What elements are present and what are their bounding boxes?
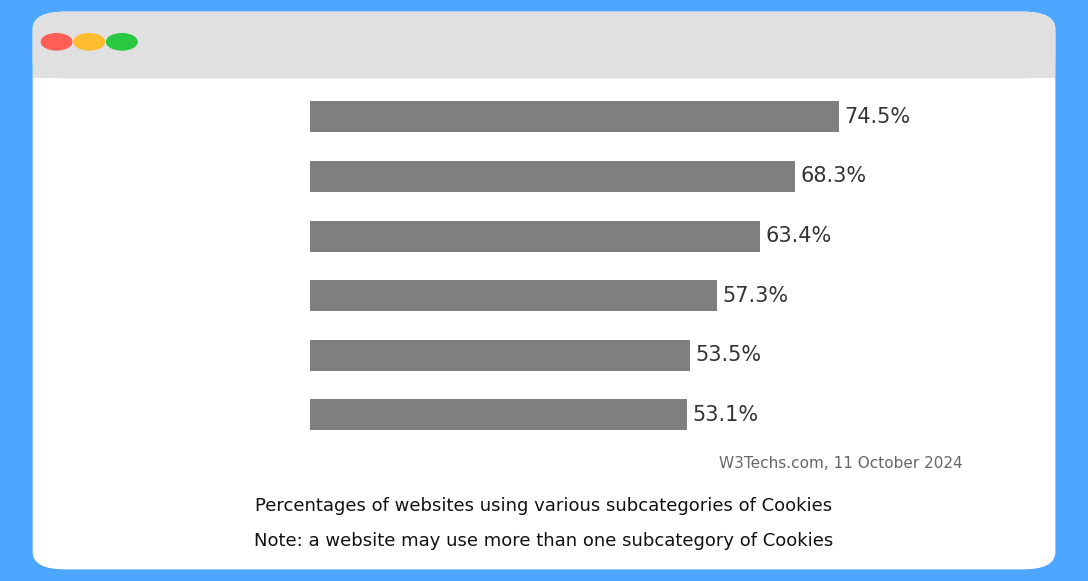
Bar [33,55,1055,78]
Bar [310,161,794,192]
FancyBboxPatch shape [33,12,1055,78]
Text: Note: a website may use more than one subcategory of Cookies: Note: a website may use more than one su… [255,532,833,550]
FancyBboxPatch shape [33,12,1055,569]
Text: 63.4%: 63.4% [766,226,832,246]
Bar [310,399,687,430]
Text: Percentages of websites using various subcategories of Cookies: Percentages of websites using various su… [256,497,832,515]
Text: 68.3%: 68.3% [801,167,866,187]
Text: 74.5%: 74.5% [844,107,911,127]
Bar [310,280,717,311]
Text: 53.5%: 53.5% [695,345,762,365]
Circle shape [107,34,137,50]
Bar [310,221,759,252]
Circle shape [74,34,104,50]
Bar [310,340,690,371]
Text: 57.3%: 57.3% [722,286,789,306]
Text: 53.1%: 53.1% [693,405,758,425]
Bar [310,102,839,132]
Circle shape [41,34,72,50]
Text: W3Techs.com, 11 October 2024: W3Techs.com, 11 October 2024 [719,456,963,471]
